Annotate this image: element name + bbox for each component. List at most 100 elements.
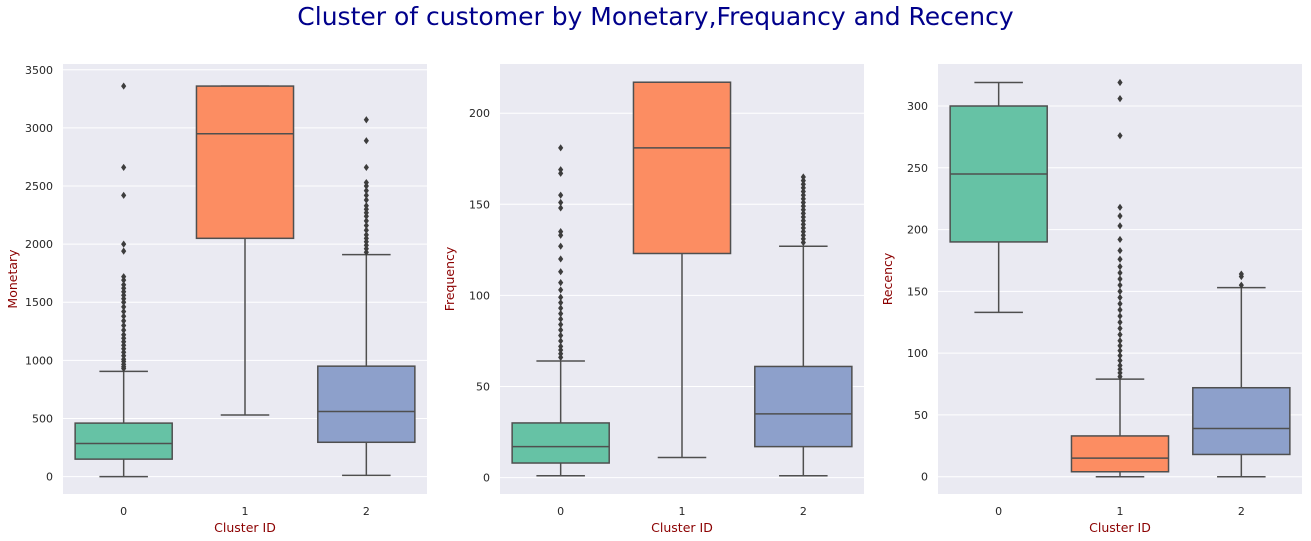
outlier-point bbox=[363, 217, 369, 225]
outlier-point bbox=[1117, 356, 1123, 365]
y-tick-label: 200 bbox=[469, 107, 490, 120]
outlier-point bbox=[558, 169, 564, 177]
y-tick-label: 3500 bbox=[25, 64, 53, 77]
outlier-point bbox=[1117, 222, 1123, 230]
outlier-point bbox=[363, 178, 369, 187]
y-axis-label: Recency bbox=[880, 252, 895, 305]
outlier-point bbox=[121, 247, 127, 255]
outlier-point bbox=[558, 255, 564, 263]
outlier-point bbox=[121, 312, 127, 320]
y-axis-label: Monetary bbox=[5, 249, 20, 309]
outlier-point bbox=[558, 191, 564, 199]
outlier-point bbox=[1117, 293, 1123, 302]
y-tick-label: 0 bbox=[483, 472, 490, 485]
y-tick-label: 1000 bbox=[25, 354, 53, 367]
figure-title: Cluster of customer by Monetary,Frequanc… bbox=[297, 2, 1014, 31]
outlier-point bbox=[363, 191, 369, 199]
y-tick-label: 1500 bbox=[25, 296, 53, 309]
y-tick-label: 0 bbox=[46, 471, 53, 484]
y-tick-label: 2500 bbox=[25, 180, 53, 193]
outlier-point bbox=[363, 231, 369, 239]
outlier-point bbox=[1117, 94, 1123, 103]
outlier-point bbox=[800, 191, 806, 199]
x-axis-label: Cluster ID bbox=[214, 520, 276, 535]
outlier-point bbox=[1117, 361, 1123, 370]
outlier-point bbox=[558, 315, 564, 323]
outlier-point bbox=[800, 217, 806, 225]
outlier-point bbox=[1117, 369, 1123, 377]
outlier-point bbox=[121, 163, 127, 172]
x-axis-label: Cluster ID bbox=[1089, 520, 1151, 535]
outlier-point bbox=[1117, 263, 1123, 271]
iqr-box bbox=[1192, 386, 1291, 456]
y-tick-label: 50 bbox=[914, 409, 928, 422]
outlier-point bbox=[558, 204, 564, 212]
subplot-monetary: 0 500 1000 1500 2000 2500 3000 3500 0 1 2 Cluster I… bbox=[5, 64, 427, 535]
outlier-point bbox=[558, 337, 564, 345]
outlier-point bbox=[121, 82, 127, 90]
box-cluster-1 bbox=[1070, 78, 1170, 478]
outlier-point bbox=[363, 116, 369, 124]
outlier-point bbox=[558, 228, 564, 236]
y-tick-label: 2000 bbox=[25, 238, 53, 251]
outlier-point bbox=[1117, 78, 1123, 87]
box-cluster-2 bbox=[317, 116, 416, 477]
outlier-point bbox=[558, 144, 564, 152]
y-axis-label: Frequency bbox=[442, 246, 457, 311]
iqr-box bbox=[511, 422, 610, 464]
outlier-point bbox=[558, 299, 564, 307]
y-tick-label: 200 bbox=[907, 224, 928, 237]
y-tick-label: 300 bbox=[907, 100, 928, 113]
outlier-point bbox=[1117, 312, 1123, 320]
outlier-point bbox=[800, 187, 806, 196]
outlier-point bbox=[800, 228, 806, 236]
outlier-point bbox=[1117, 287, 1123, 295]
outlier-point bbox=[1117, 347, 1123, 355]
x-tick-label: 0 bbox=[557, 505, 564, 518]
outlier-point bbox=[1117, 318, 1123, 326]
outlier-point bbox=[558, 279, 564, 287]
outlier-point bbox=[1117, 281, 1123, 289]
outlier-point bbox=[121, 303, 127, 311]
outlier-point bbox=[1117, 212, 1123, 220]
box-cluster-1 bbox=[632, 81, 732, 459]
outlier-point bbox=[558, 231, 564, 239]
outlier-point bbox=[363, 196, 369, 204]
y-tick-label: 100 bbox=[469, 289, 490, 302]
x-tick-label: 1 bbox=[1117, 505, 1124, 518]
outlier-point bbox=[121, 317, 127, 325]
outlier-point bbox=[121, 281, 127, 289]
outlier-point bbox=[1117, 342, 1123, 350]
y-tick-label: 500 bbox=[32, 412, 53, 425]
outlier-point bbox=[121, 191, 127, 199]
outlier-point bbox=[1117, 300, 1123, 308]
outlier-point bbox=[1238, 281, 1244, 289]
box-cluster-0 bbox=[949, 81, 1048, 314]
box-cluster-0 bbox=[74, 82, 173, 478]
outlier-point bbox=[1117, 352, 1123, 360]
x-tick-label: 1 bbox=[679, 505, 686, 518]
x-axis-label: Cluster ID bbox=[651, 520, 713, 535]
outlier-point bbox=[363, 187, 369, 195]
outlier-point bbox=[363, 137, 369, 145]
y-tick-label: 250 bbox=[907, 162, 928, 175]
outlier-point bbox=[121, 331, 127, 339]
outlier-point bbox=[800, 180, 806, 188]
outlier-point bbox=[1117, 331, 1123, 339]
outlier-point bbox=[800, 209, 806, 218]
outlier-point bbox=[1117, 324, 1123, 333]
box-cluster-0 bbox=[511, 144, 610, 477]
outlier-point bbox=[800, 235, 806, 243]
outlier-point bbox=[121, 307, 127, 316]
outlier-point bbox=[800, 224, 806, 232]
outlier-point bbox=[558, 293, 564, 301]
iqr-box bbox=[632, 81, 732, 255]
outlier-point bbox=[800, 173, 806, 181]
x-tick-label: 0 bbox=[995, 505, 1002, 518]
outlier-point bbox=[1117, 373, 1123, 381]
outlier-point bbox=[121, 321, 127, 330]
outlier-point bbox=[558, 326, 564, 334]
outlier-point bbox=[800, 177, 806, 185]
outlier-point bbox=[121, 273, 127, 281]
outlier-point bbox=[363, 163, 369, 172]
